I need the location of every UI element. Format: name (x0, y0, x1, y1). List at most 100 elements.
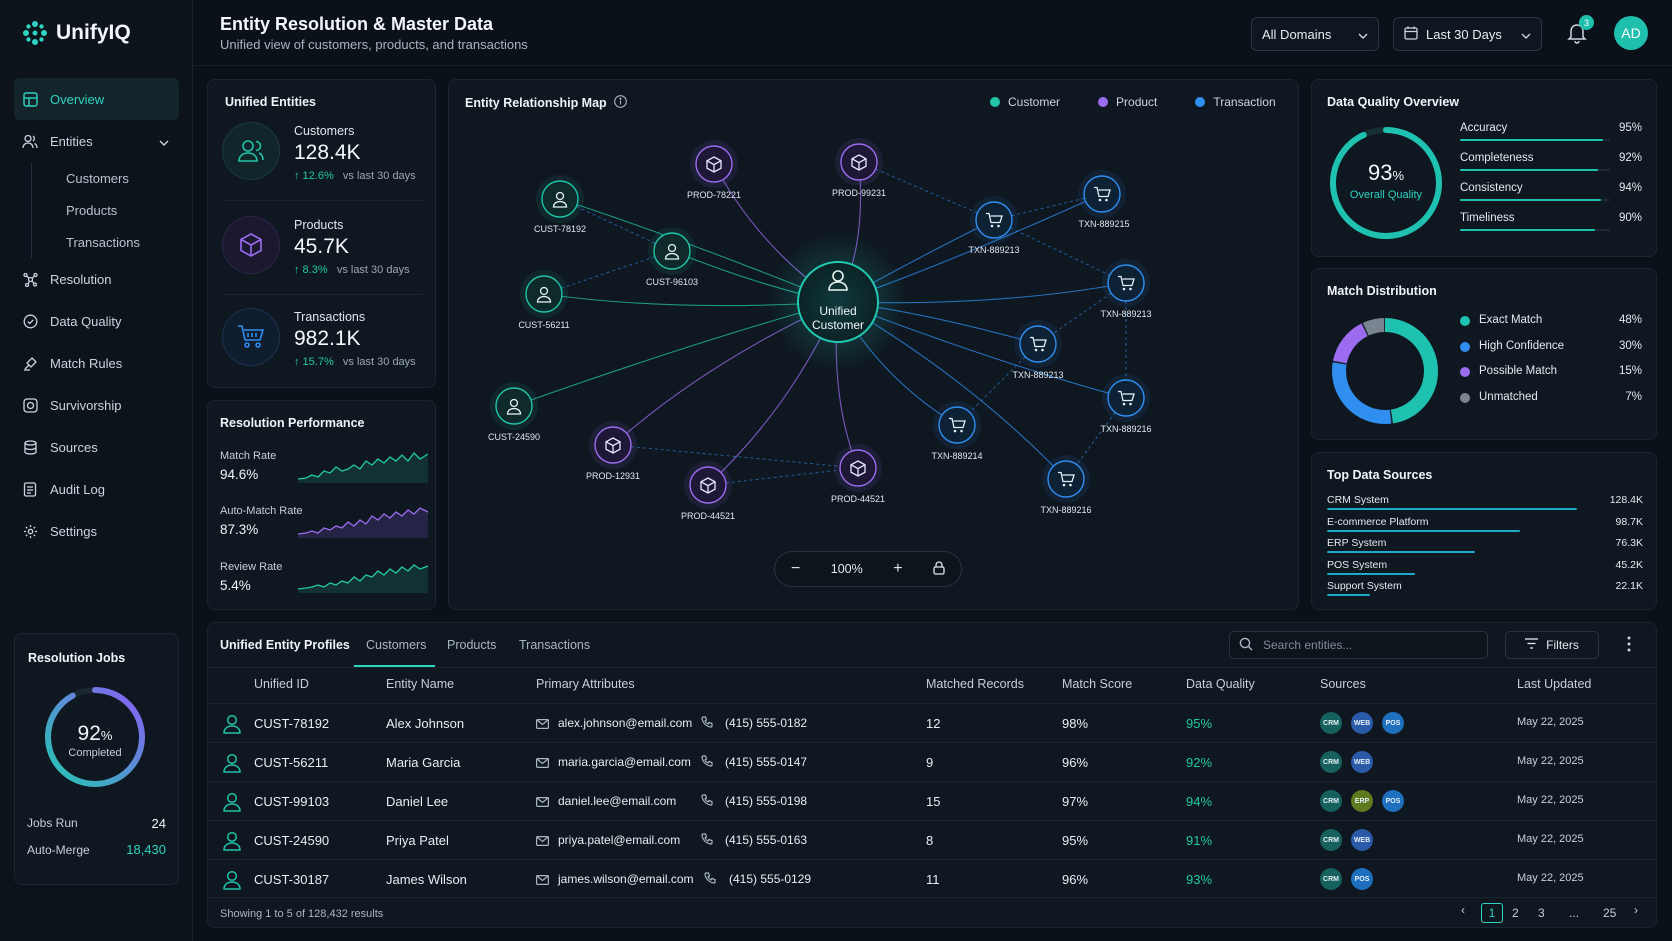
data-quality: 93% (1186, 872, 1213, 887)
col-unified-id[interactable]: Unified ID (254, 677, 309, 691)
graph-edge (543, 250, 673, 295)
node-label: PROD-99231 (832, 188, 886, 198)
sources-list: CRM System 128.4K E-commerce Platform 98.7K… (1327, 492, 1643, 600)
matched-records: 12 (926, 716, 941, 731)
table-row[interactable]: CUST-78192 Alex Johnson alex.johnson@email… (207, 703, 1655, 742)
lock-icon[interactable] (933, 560, 945, 578)
transaction-node[interactable] (975, 201, 1013, 239)
auto-merge-label: Auto-Merge (27, 843, 90, 857)
matched-records: 8 (926, 833, 934, 848)
chevron-down-icon[interactable] (159, 134, 169, 149)
source-bar-fill (1327, 529, 1520, 532)
transaction-node[interactable] (938, 406, 976, 444)
phone: (415) 555-0182 (725, 716, 808, 730)
sidebar-item-customers[interactable]: Customers (31, 162, 179, 194)
quality-metrics: Accuracy 95% Completeness 92% Consistency 94%… (1460, 122, 1642, 242)
page-25[interactable]: 25 (1603, 906, 1617, 920)
col-last-updated[interactable]: Last Updated (1517, 677, 1592, 691)
transaction-node[interactable] (1047, 460, 1085, 498)
app-logo[interactable]: UnifyIQ (22, 20, 131, 46)
sidebar-item-entities[interactable]: Entities (14, 120, 179, 162)
source-item: Support System 22.1K (1327, 578, 1643, 600)
transaction-node[interactable] (1083, 175, 1121, 213)
notification-bell[interactable]: 3 (1567, 15, 1594, 47)
grid-icon (22, 91, 38, 107)
tab-transactions[interactable]: Transactions (519, 638, 591, 652)
next-page-icon[interactable]: › (1634, 903, 1638, 917)
sidebar-item-transactions[interactable]: Transactions (31, 226, 179, 258)
col-match-score[interactable]: Match Score (1062, 677, 1133, 691)
col-sources[interactable]: Sources (1320, 677, 1366, 691)
zoom-in-icon[interactable]: + (893, 560, 903, 577)
center-node[interactable] (797, 261, 879, 343)
table-row[interactable]: CUST-24590 Priya Patel priya.patel@email.c… (207, 820, 1655, 859)
match-rate-value: 94.6% (220, 467, 259, 482)
node-label: CUST-78192 (534, 224, 586, 234)
mail-icon (536, 834, 550, 849)
page-3[interactable]: 3 (1538, 906, 1545, 920)
quality-metric: Timeliness 90% (1460, 212, 1642, 242)
sidebar-item-survivorship[interactable]: Survivorship (14, 384, 179, 426)
unified-id[interactable]: CUST-24590 (254, 833, 330, 848)
more-options-icon[interactable] (1627, 636, 1631, 655)
sidebar-item-data-quality[interactable]: Data Quality (14, 300, 179, 342)
top-sources-card: Top Data Sources CRM System 128.4K E-comme… (1311, 452, 1657, 610)
col-data-quality[interactable]: Data Quality (1186, 677, 1255, 691)
col-entity-name[interactable]: Entity Name (386, 677, 455, 691)
source-item: CRM System 128.4K (1327, 492, 1643, 514)
source-badge: WEB (1351, 712, 1373, 734)
table-row[interactable]: CUST-99103 Daniel Lee daniel.lee@email.com… (207, 781, 1655, 820)
source-item: ERP System 76.3K (1327, 535, 1643, 557)
notification-count: 3 (1579, 15, 1594, 30)
sidebar-item-match-rules[interactable]: Match Rules (14, 342, 179, 384)
data-quality: 92% (1186, 755, 1213, 770)
unified-id[interactable]: CUST-78192 (254, 716, 330, 731)
table-row[interactable]: CUST-56211 Maria Garcia maria.garcia@email… (207, 742, 1655, 781)
sidebar-item-settings[interactable]: Settings (14, 510, 179, 552)
transaction-node[interactable] (1019, 325, 1057, 363)
sidebar-item-sources[interactable]: Sources (14, 426, 179, 468)
avatar[interactable]: AD (1614, 16, 1648, 50)
source-bar-fill (1327, 572, 1415, 575)
email: daniel.lee@email.com (558, 794, 677, 808)
source-bar-fill (1327, 594, 1370, 596)
prev-page-icon[interactable]: ‹ (1461, 903, 1465, 917)
users-icon (222, 122, 280, 180)
last-updated: May 22, 2025 (1517, 716, 1584, 728)
page-1[interactable]: 1 (1481, 903, 1503, 923)
review-rate-value: 5.4% (220, 578, 251, 593)
quality-bar-fill (1460, 229, 1595, 231)
unified-id[interactable]: CUST-56211 (254, 755, 329, 770)
col-primary-attributes[interactable]: Primary Attributes (536, 677, 635, 691)
donut-slice (1332, 318, 1438, 424)
filters-button[interactable]: Filters (1505, 631, 1599, 659)
domain-select[interactable]: All Domains (1251, 17, 1379, 51)
transaction-node[interactable] (1107, 264, 1145, 302)
info-icon[interactable] (613, 95, 627, 111)
sidebar-item-resolution[interactable]: Resolution (14, 258, 179, 300)
unified-id[interactable]: CUST-30187 (254, 872, 330, 887)
user-icon (223, 792, 241, 815)
jobs-title: Resolution Jobs (28, 651, 126, 665)
user-icon (223, 870, 241, 893)
page-2[interactable]: 2 (1512, 906, 1519, 920)
entity-name: Daniel Lee (386, 794, 449, 809)
sidebar-item-products[interactable]: Products (31, 194, 179, 226)
date-range-select[interactable]: Last 30 Days (1393, 17, 1542, 51)
transaction-node[interactable] (1107, 379, 1145, 417)
col-matched-records[interactable]: Matched Records (926, 677, 1024, 691)
tab-products[interactable]: Products (447, 638, 497, 652)
match-legend-item: Possible Match 15% (1460, 365, 1642, 391)
document-icon (22, 481, 38, 497)
source-bar-fill (1327, 508, 1577, 510)
tab-customers[interactable]: Customers (366, 638, 427, 652)
relationship-graph[interactable]: UnifiedCustomerCUST-78192CUST-96103CUST-… (449, 80, 1300, 611)
source-item: E-commerce Platform 98.7K (1327, 514, 1643, 536)
filter-icon (1525, 638, 1539, 652)
zoom-out-icon[interactable]: − (791, 560, 801, 577)
search-input[interactable]: Search entities... (1229, 631, 1488, 659)
table-row[interactable]: CUST-30187 James Wilson james.wilson@email… (207, 859, 1655, 898)
sidebar-item-overview[interactable]: Overview (14, 78, 179, 120)
sidebar-item-audit-log[interactable]: Audit Log (14, 468, 179, 510)
unified-id[interactable]: CUST-99103 (254, 794, 330, 809)
